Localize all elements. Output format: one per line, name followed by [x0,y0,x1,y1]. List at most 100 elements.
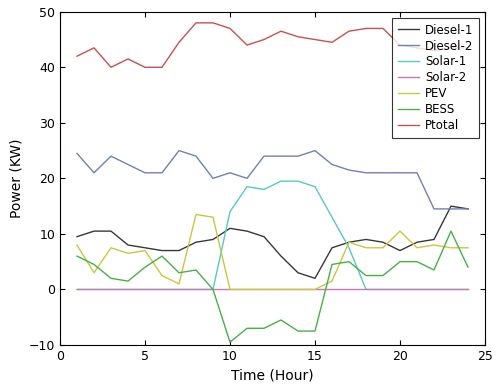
Diesel-1 [244,229,250,234]
BESS [159,254,165,258]
BESS [295,329,301,334]
Line: PEV: PEV [77,214,468,289]
PEV [278,287,284,292]
Solar-2 [346,287,352,292]
Ptotal [312,37,318,42]
Ptotal [380,26,386,31]
Solar-2 [176,287,182,292]
PEV [176,281,182,286]
BESS [414,260,420,264]
Diesel-2 [91,171,97,175]
X-axis label: Time (Hour): Time (Hour) [231,368,314,382]
Solar-2 [465,287,471,292]
Solar-2 [74,287,80,292]
Solar-1 [397,287,403,292]
Diesel-2 [125,162,131,167]
BESS [465,265,471,270]
PEV [210,215,216,220]
PEV [329,279,335,283]
Diesel-2 [159,171,165,175]
Solar-1 [125,287,131,292]
PEV [397,229,403,234]
Diesel-2 [431,207,437,211]
Ptotal [261,37,267,42]
Diesel-1 [363,237,369,242]
BESS [329,262,335,267]
Diesel-2 [414,171,420,175]
BESS [431,268,437,272]
Diesel-2 [448,207,454,211]
PEV [431,243,437,247]
Diesel-2 [227,171,233,175]
Diesel-2 [176,148,182,153]
Solar-1 [414,287,420,292]
Solar-1 [346,245,352,250]
Diesel-2 [210,176,216,181]
Diesel-1 [74,234,80,239]
Ptotal [414,45,420,50]
Diesel-1 [227,226,233,231]
Diesel-2 [465,207,471,211]
BESS [346,260,352,264]
Solar-2 [227,287,233,292]
BESS [210,287,216,292]
Diesel-2 [108,154,114,158]
Diesel-2 [193,154,199,158]
Ptotal [227,26,233,31]
Diesel-2 [346,168,352,172]
PEV [91,270,97,275]
Diesel-1 [397,248,403,253]
Ptotal [142,65,148,70]
PEV [346,240,352,245]
Diesel-2 [244,176,250,181]
Solar-1 [295,179,301,183]
Diesel-1 [346,240,352,245]
BESS [363,273,369,278]
Diesel-1 [448,204,454,209]
BESS [312,329,318,334]
PEV [159,273,165,278]
Ptotal [278,29,284,34]
BESS [193,268,199,272]
Diesel-2 [363,171,369,175]
Solar-2 [278,287,284,292]
Solar-1 [176,287,182,292]
Diesel-2 [380,171,386,175]
Solar-1 [465,287,471,292]
PEV [363,245,369,250]
PEV [312,287,318,292]
PEV [74,243,80,247]
PEV [244,287,250,292]
Legend: Diesel-1, Diesel-2, Solar-1, Solar-2, PEV, BESS, Ptotal: Diesel-1, Diesel-2, Solar-1, Solar-2, PE… [392,18,479,138]
Solar-1 [278,179,284,183]
PEV [142,248,148,253]
BESS [227,340,233,345]
Solar-2 [312,287,318,292]
Diesel-1 [159,248,165,253]
Ptotal [125,56,131,61]
Y-axis label: Power (KW): Power (KW) [9,139,23,218]
Solar-2 [193,287,199,292]
BESS [244,326,250,331]
Diesel-1 [329,245,335,250]
Solar-2 [329,287,335,292]
Diesel-1 [278,254,284,258]
Solar-1 [329,215,335,220]
BESS [142,265,148,270]
PEV [414,245,420,250]
Diesel-1 [125,243,131,247]
Diesel-1 [261,234,267,239]
Diesel-2 [397,171,403,175]
Ptotal [159,65,165,70]
PEV [125,251,131,256]
Line: BESS: BESS [77,231,468,342]
Ptotal [448,45,454,50]
Solar-2 [108,287,114,292]
Solar-1 [91,287,97,292]
PEV [193,212,199,217]
Solar-1 [74,287,80,292]
Diesel-2 [329,162,335,167]
BESS [91,262,97,267]
Solar-1 [431,287,437,292]
Solar-2 [448,287,454,292]
